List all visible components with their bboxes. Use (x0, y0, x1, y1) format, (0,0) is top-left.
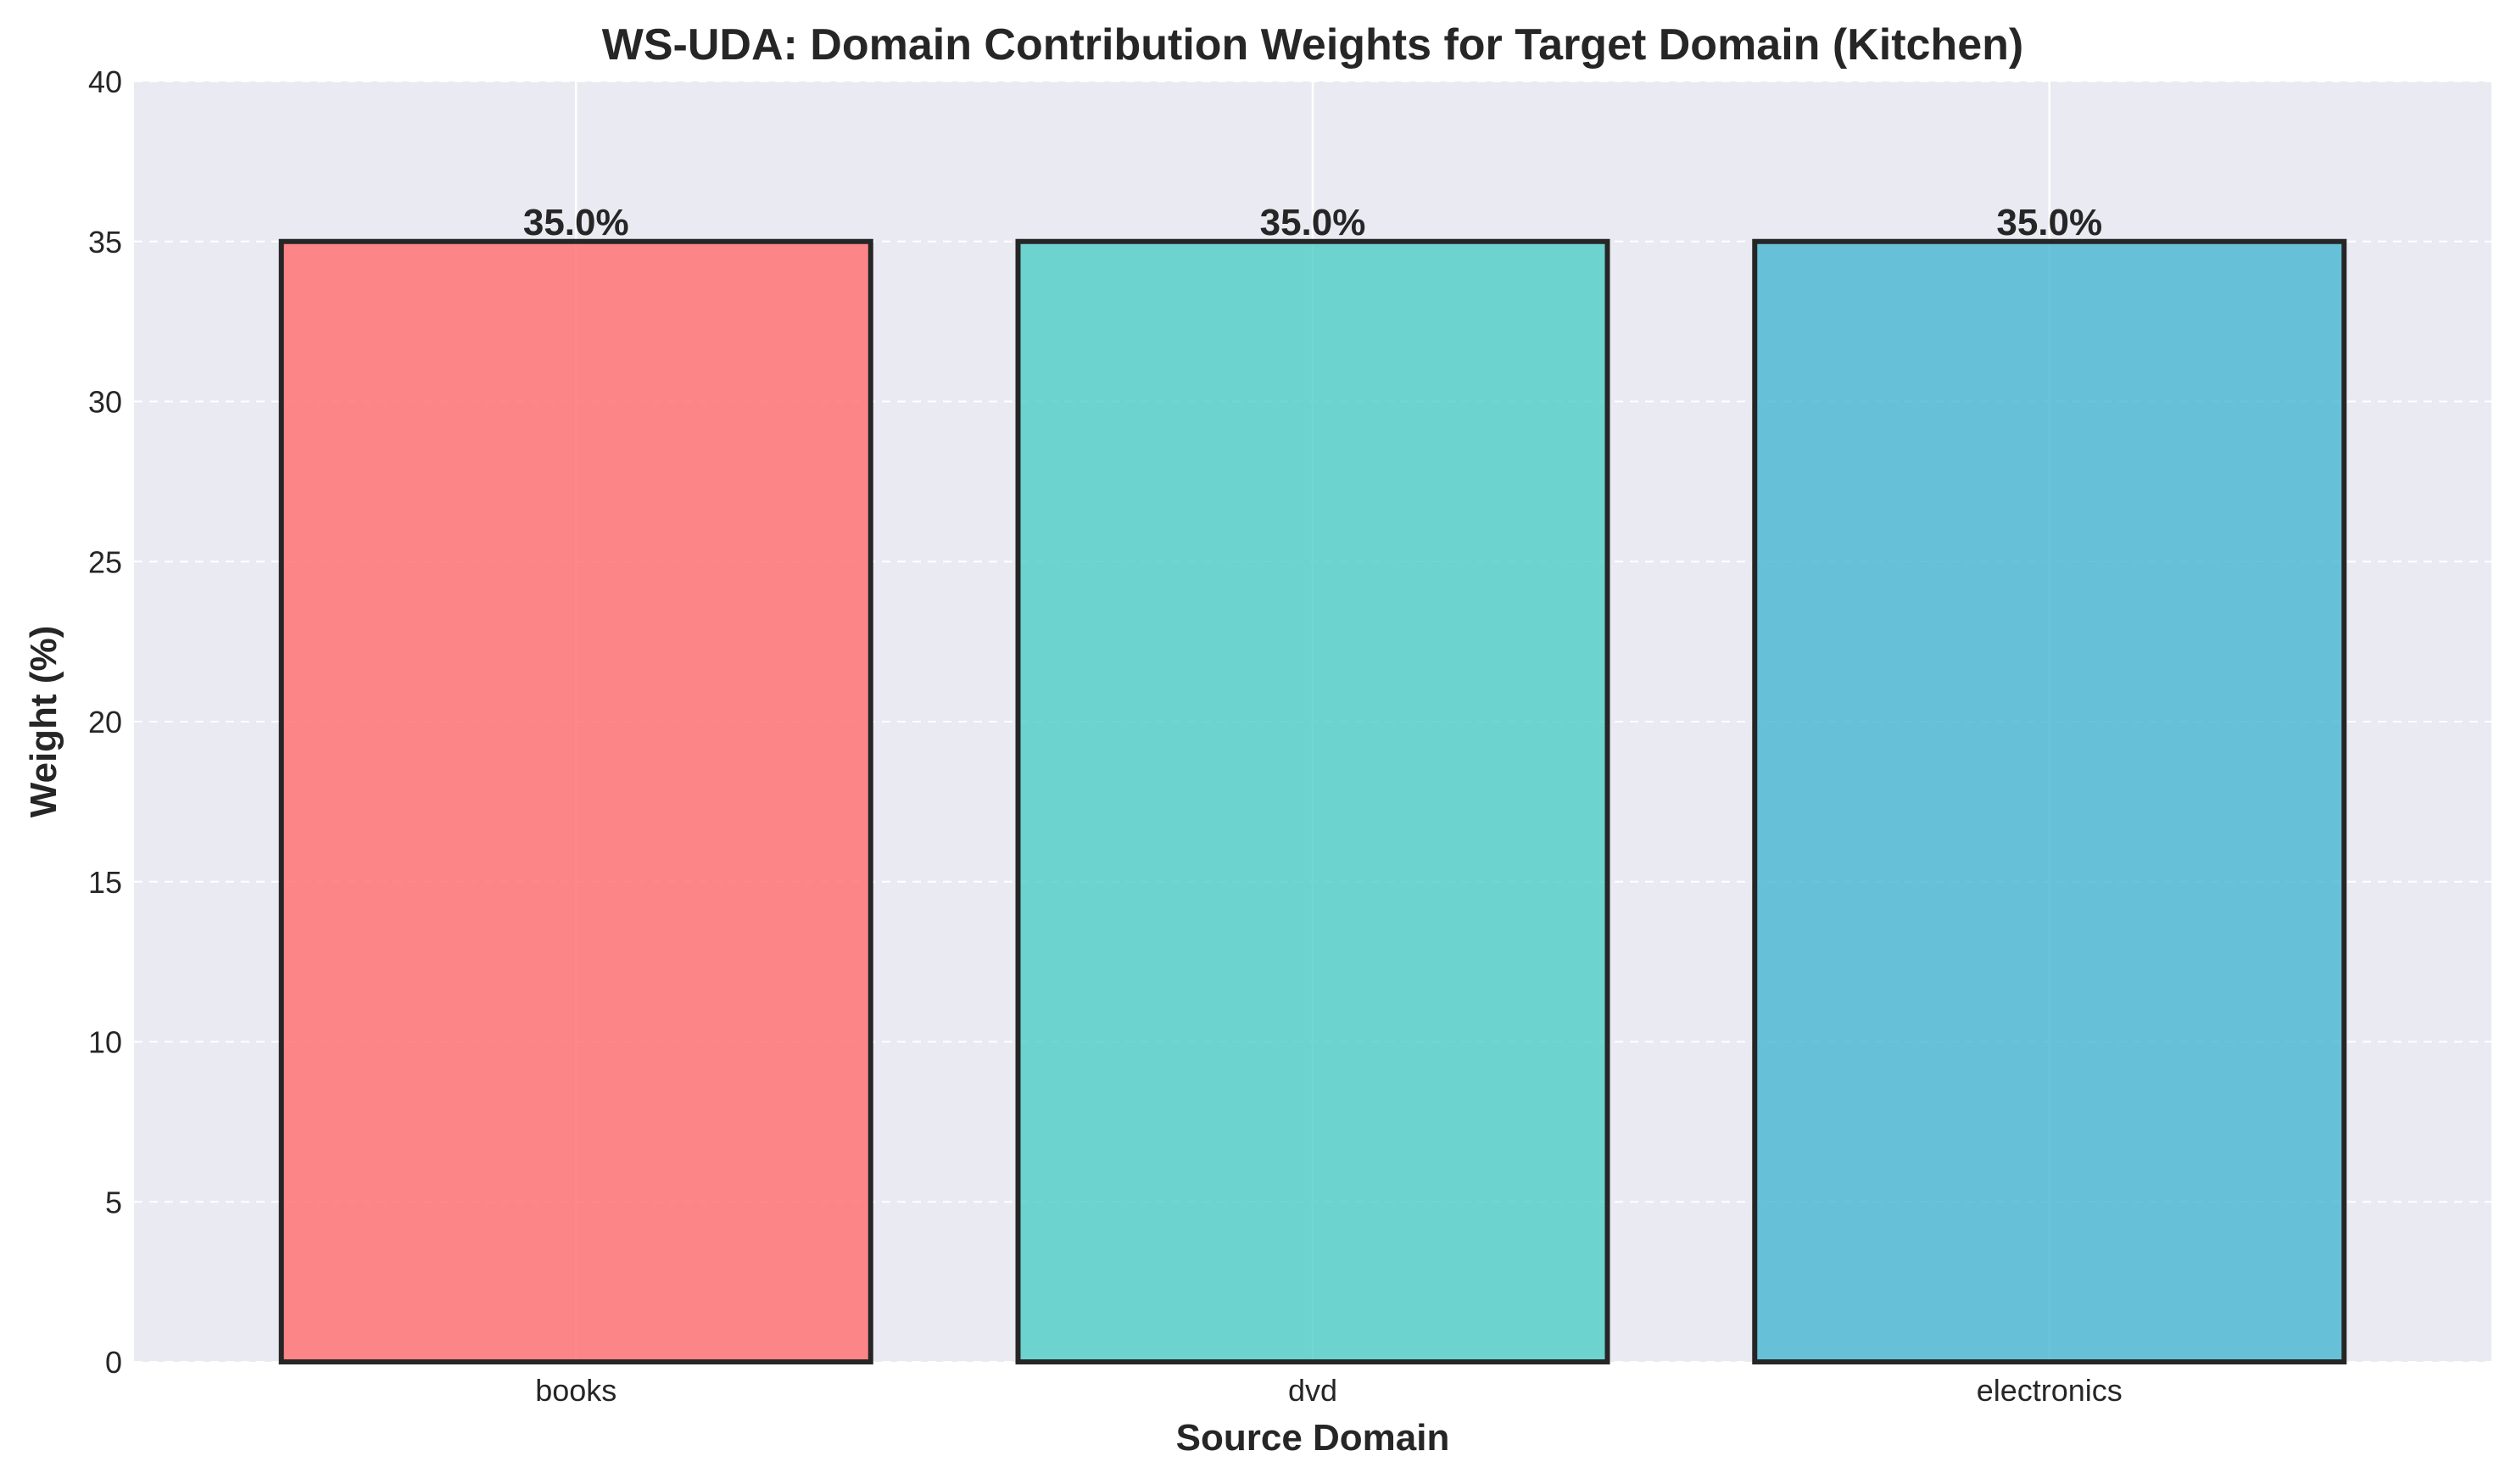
x-tick-label-books: books (535, 1373, 616, 1408)
y-axis-label: Weight (%) (23, 626, 64, 818)
data-label-layer: 35.0% 35.0% 35.0% (523, 202, 2102, 243)
y-tick-label: 40 (88, 64, 122, 99)
bar-layer (278, 238, 2347, 1364)
y-tick-label: 5 (105, 1185, 122, 1219)
bar-electronics (1752, 238, 2347, 1364)
chart-title: WS-UDA: Domain Contribution Weights for … (602, 20, 2023, 70)
y-tick-label: 0 (105, 1345, 122, 1380)
data-label-books: 35.0% (523, 202, 629, 243)
x-tick-label-electronics: electronics (1977, 1373, 2123, 1408)
x-axis-label: Source Domain (1176, 1417, 1450, 1459)
y-tick-label: 15 (88, 865, 122, 900)
data-label-dvd: 35.0% (1260, 202, 1366, 243)
data-label-electronics: 35.0% (1996, 202, 2102, 243)
x-tick-layer: books dvd electronics (535, 1373, 2123, 1408)
y-tick-label: 25 (88, 544, 122, 579)
x-tick-label-dvd: dvd (1288, 1373, 1337, 1408)
bar-dvd (1015, 238, 1610, 1364)
y-tick-label: 35 (88, 225, 122, 259)
y-tick-label: 30 (88, 385, 122, 420)
y-tick-label: 20 (88, 705, 122, 739)
y-tick-label: 10 (88, 1025, 122, 1060)
y-tick-layer: 0 5 10 15 20 25 30 35 40 (88, 64, 122, 1380)
bar-books (278, 238, 873, 1364)
